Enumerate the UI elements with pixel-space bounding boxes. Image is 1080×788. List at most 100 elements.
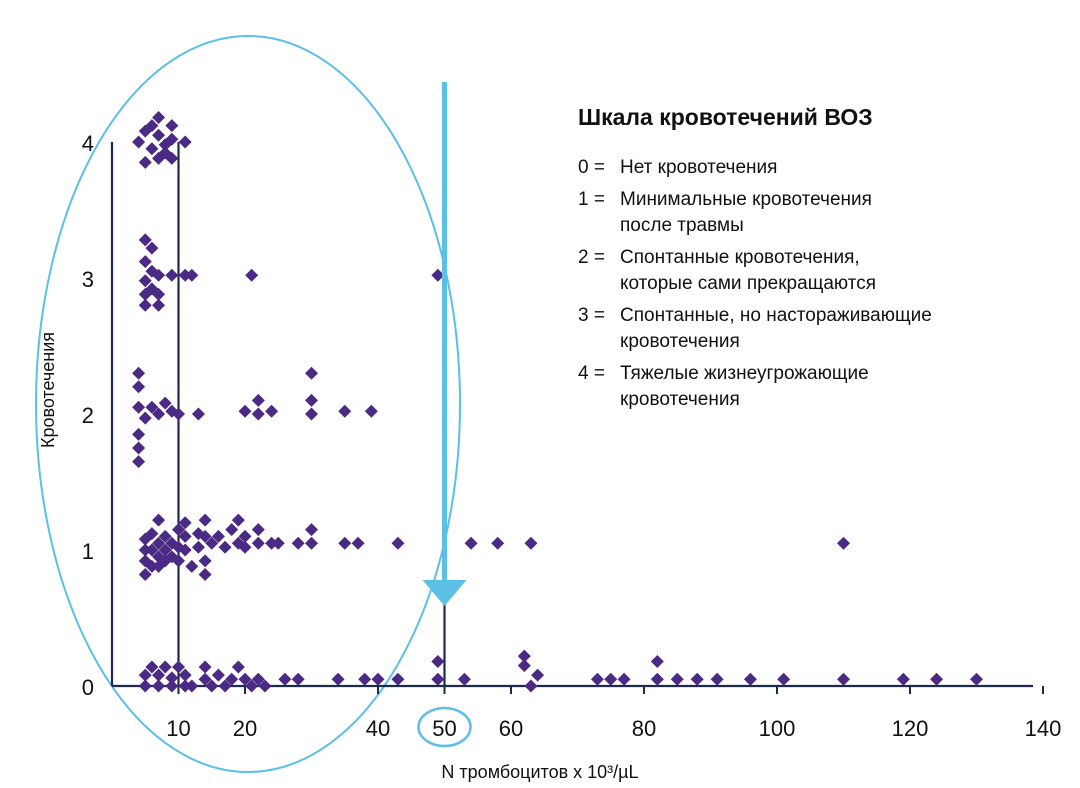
data-point (132, 380, 146, 394)
data-point (191, 540, 205, 554)
highlight-tick-circle (417, 706, 472, 748)
x-tick-label-10: 10 (166, 716, 190, 741)
data-point (138, 543, 152, 557)
data-point (132, 455, 146, 469)
data-point (138, 567, 152, 581)
data-point (896, 672, 910, 686)
data-point (305, 407, 318, 421)
data-point (391, 536, 405, 550)
data-point (251, 407, 265, 421)
data-point (165, 132, 179, 146)
data-point (138, 255, 152, 269)
data-point (690, 672, 704, 686)
data-point (152, 407, 166, 421)
data-point (145, 543, 159, 557)
data-point (132, 427, 146, 441)
data-point (198, 513, 212, 527)
data-point (165, 679, 179, 693)
legend-item-code: 0 = (578, 157, 605, 178)
data-point (238, 404, 252, 418)
data-point (172, 407, 185, 421)
data-point (258, 679, 272, 693)
highlight-ellipse (35, 35, 461, 773)
data-point (278, 672, 292, 686)
data-point (138, 679, 152, 693)
data-point (271, 536, 285, 550)
y-tick-label-0: 0 (82, 675, 94, 700)
y-axis-title: Кровотечения (38, 332, 58, 448)
data-point (265, 536, 279, 550)
data-point (970, 672, 983, 686)
data-point (231, 660, 245, 674)
data-point (145, 119, 159, 133)
data-point (198, 567, 212, 581)
data-point (431, 655, 445, 669)
data-point (165, 671, 179, 685)
data-point (650, 672, 664, 686)
x-tick-label-40: 40 (366, 716, 390, 741)
legend-item-text: Тяжелые жизнеугрожающие кровотечения (620, 363, 869, 410)
data-point (218, 679, 232, 693)
data-point (291, 672, 305, 686)
x-tick-label-20: 20 (233, 716, 257, 741)
data-point (178, 516, 192, 530)
data-point (431, 268, 445, 282)
data-point (524, 679, 538, 693)
data-point (930, 672, 944, 686)
data-point (225, 523, 239, 537)
data-point (457, 672, 471, 686)
data-point (265, 404, 279, 418)
data-point (152, 111, 166, 125)
data-point (138, 411, 152, 425)
x-tick-label-50: 50 (432, 716, 456, 741)
legend-item-text: Спонтанные, но настораживающие кровотечен… (620, 305, 932, 352)
data-point (358, 672, 372, 686)
data-point (138, 298, 152, 312)
data-point (491, 536, 505, 550)
data-point (185, 679, 199, 693)
legend-item-code: 1 = (578, 189, 605, 210)
legend-item-3: 3 = Спонтанные, но настораживающие кровоте… (578, 303, 1058, 355)
data-point (158, 529, 172, 543)
data-point (145, 559, 159, 573)
legend-item-text: Минимальные кровотечения после травмы (620, 189, 872, 236)
data-point (198, 554, 212, 568)
data-point (251, 523, 265, 537)
data-point (145, 142, 159, 156)
data-point (152, 679, 166, 693)
data-point (165, 119, 179, 133)
data-point (178, 135, 192, 149)
data-point (185, 559, 199, 573)
y-tick-label-3: 3 (82, 267, 94, 292)
legend-item-code: 2 = (578, 247, 605, 268)
data-point (145, 660, 159, 674)
data-point (251, 393, 265, 407)
data-point (305, 393, 318, 407)
legend-item-code: 3 = (578, 305, 605, 326)
data-point (205, 679, 219, 693)
data-point (245, 268, 259, 282)
data-point (305, 536, 318, 550)
data-point (178, 679, 192, 693)
y-tick-label-4: 4 (82, 131, 94, 156)
data-point (218, 540, 232, 554)
data-point (305, 366, 318, 380)
data-point (305, 523, 318, 537)
data-point (517, 659, 531, 673)
data-point (198, 672, 212, 686)
x-tick-label-60: 60 (499, 716, 523, 741)
data-point (743, 672, 757, 686)
data-point (152, 287, 166, 301)
data-point (338, 536, 352, 550)
data-point (391, 672, 405, 686)
data-point (238, 540, 252, 554)
data-point (198, 529, 212, 543)
data-point (132, 135, 146, 149)
data-point (225, 672, 239, 686)
data-point (145, 527, 159, 541)
legend-item-2: 2 = Спонтанные кровотечения, которые сами … (578, 245, 1058, 297)
x-tick-label-80: 80 (632, 716, 656, 741)
data-point (145, 241, 159, 255)
data-point (251, 536, 265, 550)
data-point (152, 268, 166, 282)
